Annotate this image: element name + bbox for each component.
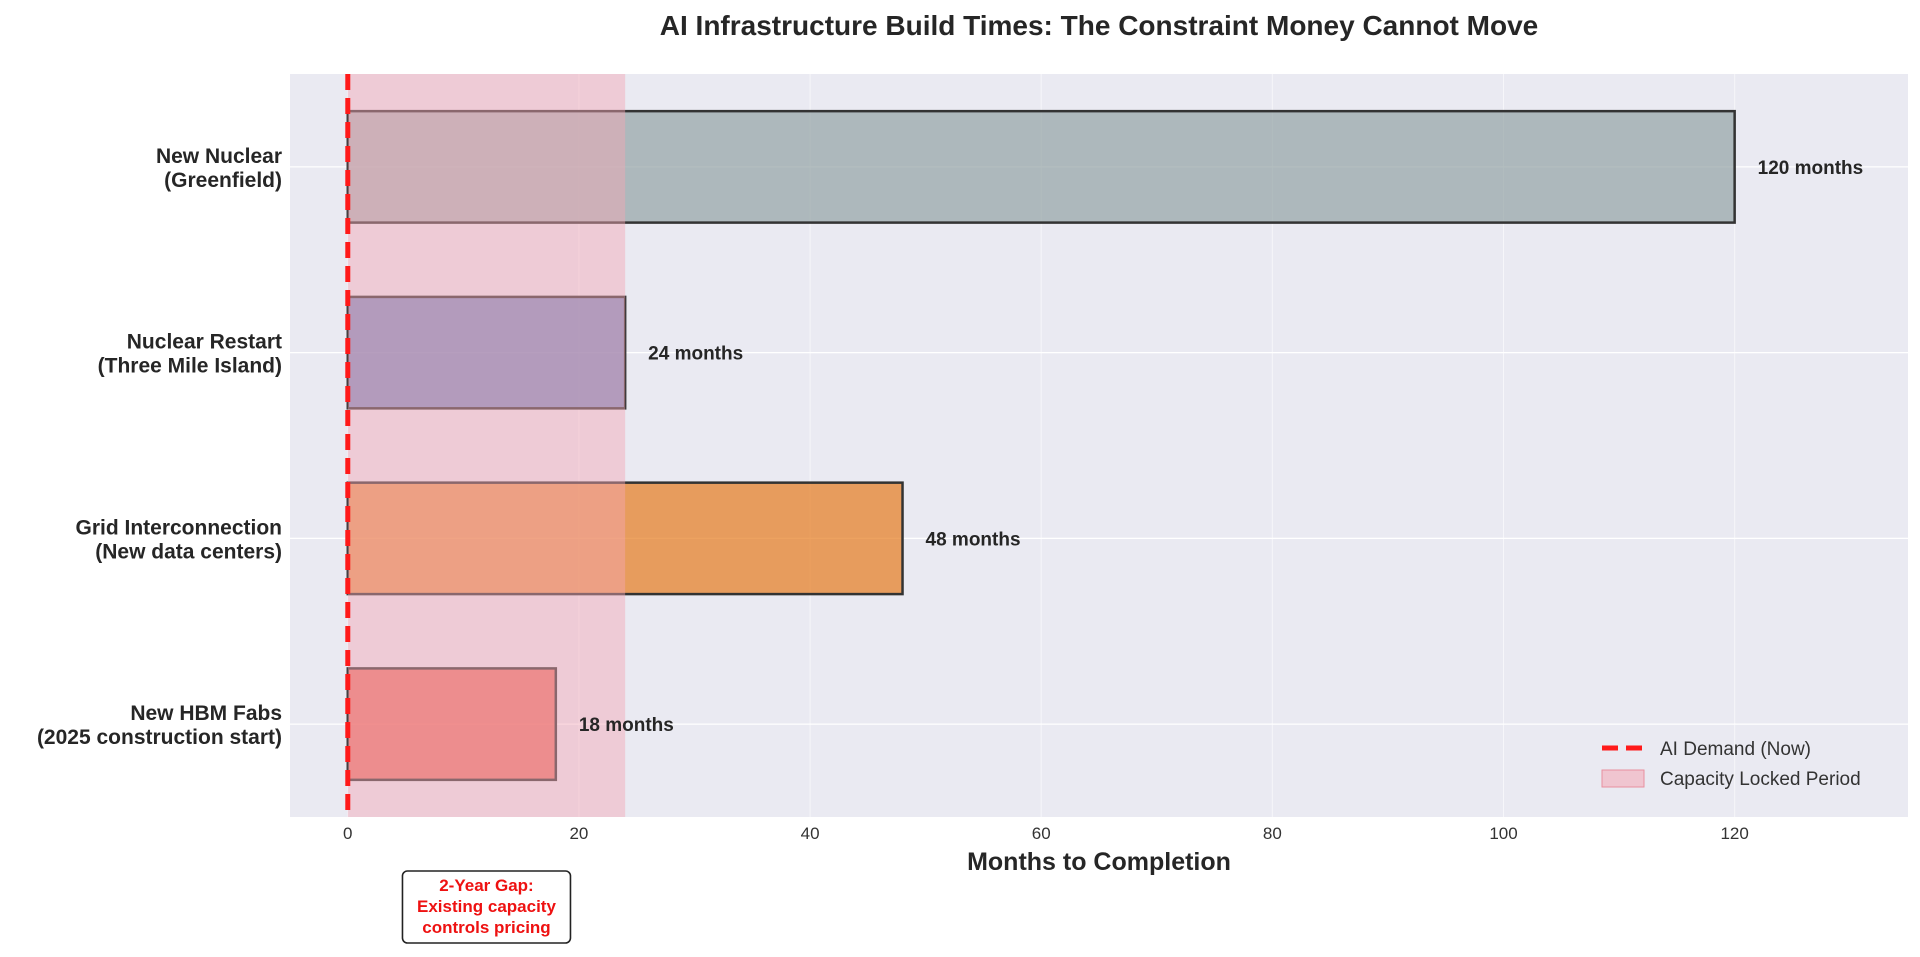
y-tick-label: Grid Interconnection bbox=[75, 516, 282, 539]
y-tick-label: (Greenfield) bbox=[164, 169, 282, 192]
bar-value-label: 120 months bbox=[1758, 158, 1864, 179]
y-tick-label: (New data centers) bbox=[95, 540, 282, 563]
legend-label-ai-demand: AI Demand (Now) bbox=[1660, 739, 1811, 760]
bar bbox=[346, 295, 627, 410]
x-tick-label: 100 bbox=[1489, 824, 1517, 843]
bar-value-label: 18 months bbox=[579, 715, 674, 736]
x-tick-label: 120 bbox=[1720, 824, 1748, 843]
y-tick-label: (2025 construction start) bbox=[37, 726, 282, 749]
x-tick-label: 80 bbox=[1263, 824, 1282, 843]
legend-swatch-capacity-locked bbox=[1601, 769, 1645, 788]
bar-value-label: 48 months bbox=[926, 529, 1021, 550]
legend-label-capacity-locked: Capacity Locked Period bbox=[1660, 769, 1861, 790]
x-axis-label: Months to Completion bbox=[967, 848, 1231, 876]
bar bbox=[346, 109, 1736, 224]
y-tick-label: Nuclear Restart bbox=[127, 331, 282, 354]
capacity-locked-region bbox=[347, 74, 626, 817]
annotation-box bbox=[401, 870, 572, 944]
annotation-text: controls pricing bbox=[422, 918, 550, 937]
annotation-text: 2-Year Gap: bbox=[439, 876, 534, 895]
x-tick-label: 0 bbox=[343, 824, 352, 843]
bar-value-label: 24 months bbox=[648, 344, 743, 365]
x-tick-label: 20 bbox=[569, 824, 588, 843]
x-tick-label: 60 bbox=[1032, 824, 1051, 843]
y-tick-label: (Three Mile Island) bbox=[98, 355, 282, 378]
bar bbox=[346, 481, 904, 596]
x-tick-label: 40 bbox=[801, 824, 820, 843]
chart-title: AI Infrastructure Build Times: The Const… bbox=[660, 10, 1538, 41]
annotation-text: Existing capacity bbox=[417, 897, 556, 916]
y-tick-label: New HBM Fabs bbox=[130, 702, 282, 725]
y-tick-label: New Nuclear bbox=[156, 145, 282, 168]
